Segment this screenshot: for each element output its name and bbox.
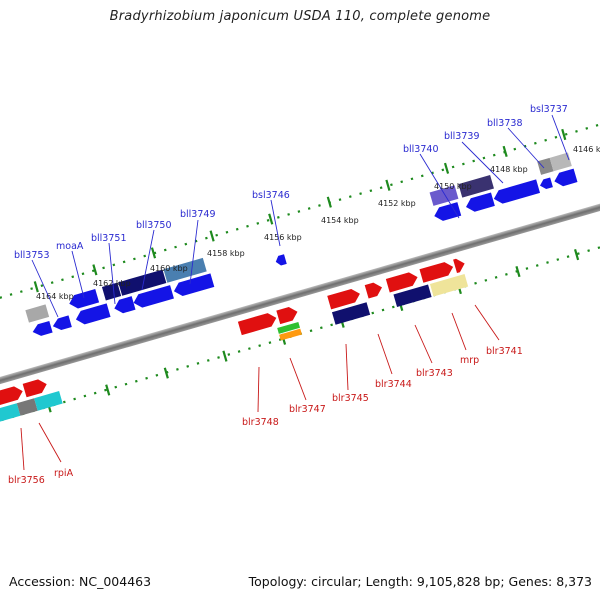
gene-arrow-reverse[interactable]	[74, 303, 111, 326]
kbp-label: 4162 kbp	[93, 279, 131, 288]
genome-backbone	[0, 194, 600, 390]
gene-box-dark[interactable]	[331, 302, 371, 325]
gene-arrow-reverse[interactable]	[67, 288, 100, 310]
gene-box-cyan[interactable]	[34, 391, 63, 411]
gene-box-gray[interactable]	[537, 157, 554, 175]
top-label-leaders	[31, 114, 570, 318]
gene-label-blr3743[interactable]: blr3743	[416, 368, 453, 379]
gene-arrow-forward[interactable]	[364, 281, 384, 299]
gene-label-bll3740[interactable]: bll3740	[403, 144, 439, 155]
gene-label-blr3741[interactable]: blr3741	[486, 346, 523, 357]
kbp-label: 4150 kbp	[434, 182, 472, 191]
gene-box-dark[interactable]	[393, 284, 432, 307]
gene-arrow-reverse[interactable]	[492, 179, 541, 205]
gene-arrow-forward[interactable]	[22, 377, 49, 398]
gene-arrow-reverse[interactable]	[539, 177, 553, 190]
gene-label-mrp[interactable]: mrp	[460, 355, 479, 366]
topology-text: Topology: circular; Length: 9,105,828 bp…	[248, 574, 592, 589]
kbp-label: 4164 kbp	[36, 292, 74, 301]
gene-box-dark[interactable]	[101, 282, 122, 301]
gene-box-gray[interactable]	[549, 152, 572, 172]
gene-label-moaA[interactable]: moaA	[56, 241, 84, 252]
gene-label-blr3745[interactable]: blr3745	[332, 393, 369, 404]
gene-label-blr3756[interactable]: blr3756	[8, 475, 45, 486]
gene-box-dark[interactable]	[118, 269, 167, 296]
gene-arrow-forward[interactable]	[385, 270, 420, 293]
top-gene-labels: bsl3737 bll3738 bll3739 bll3740 bsl3746 …	[14, 104, 568, 261]
gene-arrow-forward[interactable]	[0, 384, 25, 409]
gene-arrow-reverse[interactable]	[432, 202, 462, 223]
kbp-label: 4156 kbp	[264, 233, 302, 242]
gene-label-bsl3746[interactable]: bsl3746	[252, 190, 290, 201]
gene-arrow-forward[interactable]	[453, 257, 466, 274]
gene-label-bll3738[interactable]: bll3738	[487, 118, 523, 129]
gene-arrow-reverse[interactable]	[31, 320, 53, 338]
lower-scale-major-ticks	[46, 249, 580, 413]
gene-box-gray[interactable]	[25, 304, 50, 323]
kbp-label: 4148 kbp	[490, 165, 528, 174]
upper-scale-major-ticks	[33, 128, 567, 293]
gene-box-khaki[interactable]	[429, 273, 469, 297]
gene-arrow-reverse[interactable]	[274, 254, 287, 266]
gene-arrow-reverse[interactable]	[464, 192, 495, 213]
gene-arrow-reverse[interactable]	[552, 168, 578, 189]
gene-arrow-reverse[interactable]	[51, 315, 72, 332]
kbp-label: 4146 kbp	[573, 145, 600, 154]
bottom-gene-labels: blr3741 mrp blr3743 blr3744 blr3745 blr3…	[8, 346, 523, 486]
gene-label-blr3748[interactable]: blr3748	[242, 417, 279, 428]
gene-label-bll3750[interactable]: bll3750	[136, 220, 172, 231]
gene-arrow-reverse[interactable]	[172, 273, 215, 298]
gene-box-gray[interactable]	[16, 398, 38, 416]
gene-label-rpiA[interactable]: rpiA	[54, 468, 74, 479]
forward-genes-row-a	[0, 257, 466, 409]
bottom-label-leaders	[20, 304, 500, 471]
gene-label-bll3739[interactable]: bll3739	[444, 131, 480, 142]
kbp-label: 4152 kbp	[378, 199, 416, 208]
gene-box-cyan[interactable]	[0, 403, 21, 425]
accession-text: Accession: NC_004463	[9, 574, 152, 589]
gene-box-purple[interactable]	[429, 185, 459, 206]
kbp-label: 4158 kbp	[207, 249, 245, 258]
forward-genes-row-b	[0, 273, 469, 425]
genome-title: Bradyrhizobium japonicum USDA 110, compl…	[109, 9, 491, 24]
gene-arrow-forward[interactable]	[327, 287, 362, 310]
gene-box-orange[interactable]	[279, 328, 302, 341]
kbp-scale-labels: 4146 kbp 4148 kbp 4150 kbp 4152 kbp 4154…	[36, 145, 600, 301]
kbp-label: 4154 kbp	[321, 216, 359, 225]
gene-label-bsl3737[interactable]: bsl3737	[530, 104, 568, 115]
gene-label-bll3751[interactable]: bll3751	[91, 233, 127, 244]
gene-arrow-forward[interactable]	[276, 305, 299, 325]
gene-label-bll3749[interactable]: bll3749	[180, 209, 216, 220]
reverse-genes-row-a	[31, 168, 578, 338]
gene-arrow-reverse[interactable]	[112, 296, 136, 315]
kbp-label: 4160 kbp	[150, 264, 188, 273]
upper-scale-line	[0, 120, 600, 311]
gene-arrow-forward[interactable]	[419, 260, 455, 283]
gene-label-bll3753[interactable]: bll3753	[14, 250, 50, 261]
gene-label-blr3747[interactable]: blr3747	[289, 404, 326, 415]
gene-arrow-forward[interactable]	[237, 311, 278, 336]
gene-box-green[interactable]	[277, 321, 300, 334]
gene-label-blr3744[interactable]: blr3744	[375, 379, 412, 390]
gene-arrow-reverse[interactable]	[132, 285, 174, 310]
reverse-genes-row-b	[25, 152, 572, 323]
gene-box-steel[interactable]	[163, 257, 207, 283]
gene-box-dark-purple[interactable]	[458, 175, 494, 198]
